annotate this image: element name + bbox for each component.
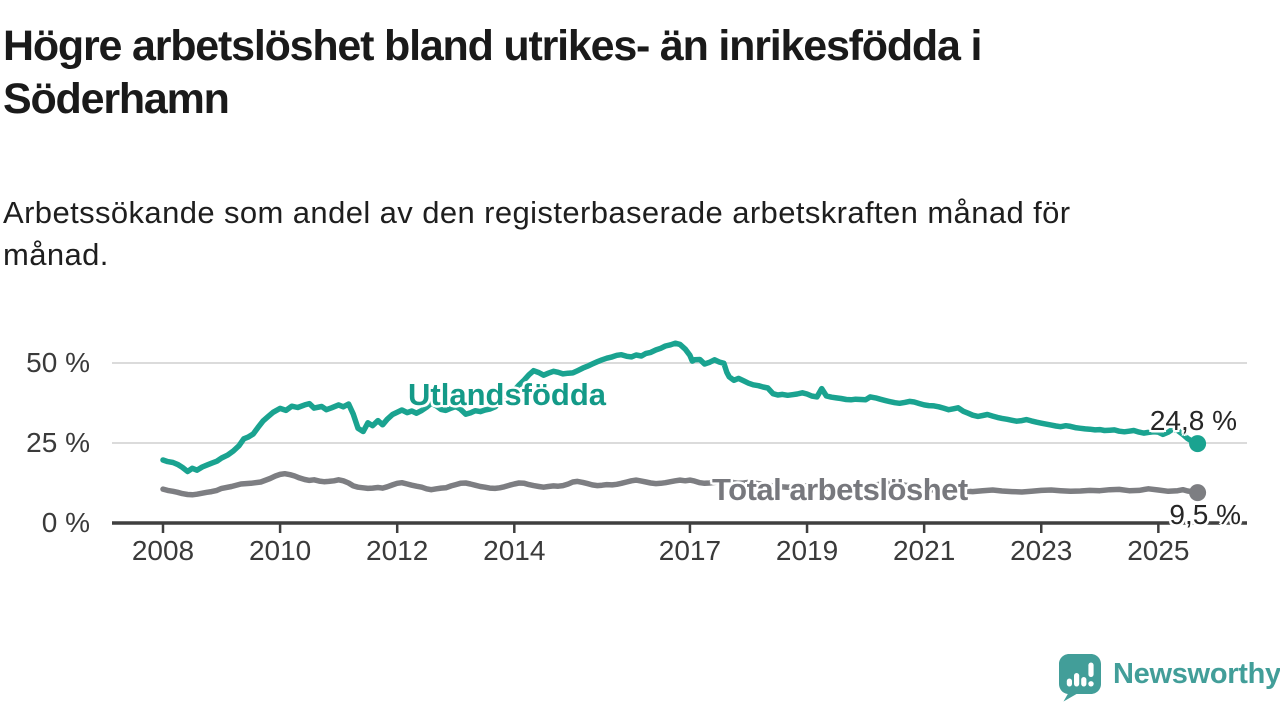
y-axis-label-50: 50 % xyxy=(26,347,90,378)
y-axis-label-0: 0 % xyxy=(41,507,90,538)
title-line-2: Söderhamn xyxy=(3,75,230,123)
x-axis-label-2014: 2014 xyxy=(483,535,546,566)
x-axis-label-2010: 2010 xyxy=(248,535,312,566)
x-axis-label-2008: 2008 xyxy=(131,535,195,566)
chart-subtitle: Arbetssökande som andel av den registerb… xyxy=(3,192,1233,276)
end-dot-total xyxy=(1189,484,1207,502)
y-axis-label-25: 25 % xyxy=(26,427,90,458)
page-title: Högre arbetslöshet bland utrikes- än inr… xyxy=(3,20,1233,126)
subtitle-line-1: Arbetssökande som andel av den registerb… xyxy=(3,195,1071,230)
newsworthy-logo-icon xyxy=(1059,653,1101,701)
end-value-label-total: 9,5 % xyxy=(1169,499,1241,530)
subtitle-line-2: månad. xyxy=(3,237,109,272)
end-value-label-utlandsfodda: 24,8 % xyxy=(1149,405,1237,436)
x-axis-label-2012: 2012 xyxy=(366,535,429,566)
x-axis-label-2023: 2023 xyxy=(1010,535,1073,566)
x-axis-label-2019: 2019 xyxy=(775,535,839,566)
x-axis-label-2017: 2017 xyxy=(658,535,722,566)
line-series-total xyxy=(160,470,1201,498)
title-line-1: Högre arbetslöshet bland utrikes- än inr… xyxy=(3,22,982,70)
line-series-utlandsfodda xyxy=(160,340,1201,475)
end-dot-utlandsfodda xyxy=(1189,435,1207,453)
series-label-total-arbetsloshet: Total arbetslöshet xyxy=(712,472,968,507)
newsworthy-logo: Newsworthy xyxy=(1058,652,1280,702)
x-axis-label-2021: 2021 xyxy=(892,535,956,566)
x-axis-label-2025: 2025 xyxy=(1127,535,1190,566)
series-label-utlandsfodda: Utlandsfödda xyxy=(408,377,607,412)
newsworthy-wordmark: Newsworthy xyxy=(1113,657,1280,690)
